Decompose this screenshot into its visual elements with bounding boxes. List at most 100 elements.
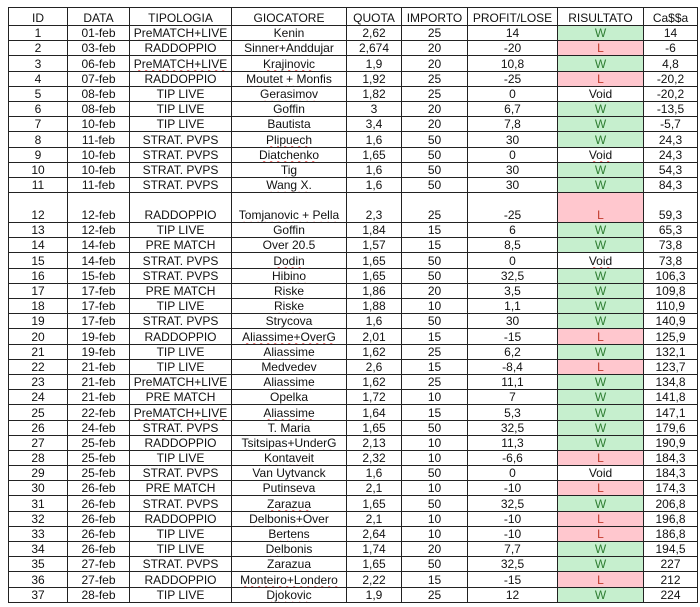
cell-data[interactable]: 24-feb: [67, 419, 130, 436]
cell-profit-lose[interactable]: 7: [467, 389, 558, 406]
cell-profit-lose[interactable]: 0: [467, 252, 558, 269]
cell-cassa[interactable]: 190,9: [643, 434, 698, 451]
cell-giocatore[interactable]: Wang X.: [231, 176, 347, 194]
cell-id[interactable]: 18: [8, 297, 68, 315]
cell-importo[interactable]: 10: [401, 297, 468, 315]
cell-tipologia[interactable]: STRAT. PVPS: [129, 176, 232, 194]
cell-importo[interactable]: 50: [401, 556, 468, 573]
cell-quota[interactable]: 1,9: [346, 586, 402, 603]
cell-tipologia[interactable]: PRE MATCH: [129, 480, 232, 497]
cell-risultato[interactable]: Void: [557, 85, 644, 102]
cell-id[interactable]: 33: [8, 525, 68, 543]
cell-quota[interactable]: 3,4: [346, 116, 402, 133]
cell-id[interactable]: 8: [8, 131, 68, 148]
cell-data[interactable]: 28-feb: [67, 586, 130, 603]
cell-risultato[interactable]: W: [557, 343, 644, 360]
cell-cassa[interactable]: 59,3: [643, 192, 698, 224]
cell-data[interactable]: 17-feb: [67, 297, 130, 315]
cell-id[interactable]: 9: [8, 146, 68, 163]
cell-giocatore[interactable]: Delbonis+Over: [231, 510, 347, 527]
cell-quota[interactable]: 1,86: [346, 282, 402, 300]
cell-profit-lose[interactable]: 32,5: [467, 419, 558, 436]
cell-giocatore[interactable]: Goffin: [231, 222, 347, 239]
cell-cassa[interactable]: 174,3: [643, 480, 698, 497]
cell-tipologia[interactable]: RADDOPPIO: [129, 328, 232, 345]
cell-data[interactable]: 22-feb: [67, 404, 130, 421]
cell-id[interactable]: 10: [8, 161, 68, 178]
cell-profit-lose[interactable]: -10: [467, 480, 558, 497]
cell-cassa[interactable]: -6: [643, 40, 698, 57]
cell-data[interactable]: 11-feb: [67, 131, 130, 148]
cell-cassa[interactable]: 73,8: [643, 237, 698, 254]
cell-id[interactable]: 34: [8, 540, 68, 558]
cell-importo[interactable]: 25: [401, 192, 468, 224]
cell-cassa[interactable]: 54,3: [643, 161, 698, 178]
cell-data[interactable]: 10-feb: [67, 116, 130, 133]
cell-importo[interactable]: 15: [401, 404, 468, 421]
cell-quota[interactable]: 2,01: [346, 328, 402, 345]
header-profit-lose[interactable]: PROFIT/LOSE: [467, 7, 558, 26]
cell-cassa[interactable]: 84,3: [643, 176, 698, 194]
cell-cassa[interactable]: 206,8: [643, 495, 698, 512]
cell-giocatore[interactable]: Medvedev: [231, 358, 347, 375]
cell-tipologia[interactable]: RADDOPPIO: [129, 510, 232, 527]
cell-id[interactable]: 17: [8, 282, 68, 300]
cell-profit-lose[interactable]: 6,2: [467, 343, 558, 360]
header-quota[interactable]: QUOTA: [346, 7, 402, 26]
cell-data[interactable]: 26-feb: [67, 480, 130, 497]
cell-data[interactable]: 26-feb: [67, 510, 130, 527]
cell-id[interactable]: 6: [8, 100, 68, 118]
cell-data[interactable]: 14-feb: [67, 252, 130, 269]
cell-profit-lose[interactable]: -6,6: [467, 449, 558, 467]
cell-quota[interactable]: 1,6: [346, 313, 402, 330]
cell-giocatore[interactable]: Zarazua: [231, 556, 347, 573]
cell-cassa[interactable]: 134,8: [643, 373, 698, 391]
cell-giocatore[interactable]: Goffin: [231, 100, 347, 118]
cell-importo[interactable]: 25: [401, 24, 468, 42]
cell-profit-lose[interactable]: -10: [467, 510, 558, 527]
cell-quota[interactable]: 2,674: [346, 40, 402, 57]
cell-profit-lose[interactable]: 6: [467, 222, 558, 239]
cell-giocatore[interactable]: Riske: [231, 282, 347, 300]
cell-risultato[interactable]: W: [557, 313, 644, 330]
cell-quota[interactable]: 1,9: [346, 55, 402, 72]
cell-cassa[interactable]: 184,3: [643, 465, 698, 482]
cell-data[interactable]: 26-feb: [67, 495, 130, 512]
cell-risultato[interactable]: W: [557, 161, 644, 178]
cell-tipologia[interactable]: PRE MATCH: [129, 282, 232, 300]
cell-giocatore[interactable]: Gerasimov: [231, 85, 347, 102]
cell-importo[interactable]: 50: [401, 131, 468, 148]
cell-profit-lose[interactable]: 12: [467, 586, 558, 603]
cell-giocatore[interactable]: Krajinovic: [231, 55, 347, 72]
cell-profit-lose[interactable]: 30: [467, 161, 558, 178]
cell-profit-lose[interactable]: 10,8: [467, 55, 558, 72]
header-data[interactable]: DATA: [67, 7, 130, 26]
cell-tipologia[interactable]: STRAT. PVPS: [129, 556, 232, 573]
cell-id[interactable]: 25: [8, 404, 68, 421]
cell-importo[interactable]: 10: [401, 510, 468, 527]
cell-importo[interactable]: 10: [401, 480, 468, 497]
cell-id[interactable]: 29: [8, 465, 68, 482]
cell-id[interactable]: 14: [8, 237, 68, 254]
cell-tipologia[interactable]: TIP LIVE: [129, 358, 232, 375]
cell-cassa[interactable]: 106,3: [643, 267, 698, 284]
cell-importo[interactable]: 50: [401, 419, 468, 436]
cell-giocatore[interactable]: Bautista: [231, 116, 347, 133]
cell-importo[interactable]: 25: [401, 586, 468, 603]
header-importo[interactable]: IMPORTO: [401, 7, 468, 26]
cell-data[interactable]: 25-feb: [67, 449, 130, 467]
cell-tipologia[interactable]: TIP LIVE: [129, 525, 232, 543]
cell-cassa[interactable]: 196,8: [643, 510, 698, 527]
cell-quota[interactable]: 2,64: [346, 525, 402, 543]
cell-tipologia[interactable]: TIP LIVE: [129, 222, 232, 239]
cell-importo[interactable]: 50: [401, 267, 468, 284]
cell-profit-lose[interactable]: 7,7: [467, 540, 558, 558]
cell-risultato[interactable]: L: [557, 449, 644, 467]
cell-profit-lose[interactable]: 30: [467, 176, 558, 194]
cell-tipologia[interactable]: TIP LIVE: [129, 540, 232, 558]
cell-data[interactable]: 19-feb: [67, 343, 130, 360]
cell-importo[interactable]: 15: [401, 571, 468, 588]
cell-id[interactable]: 24: [8, 389, 68, 406]
cell-data[interactable]: 10-feb: [67, 161, 130, 178]
cell-risultato[interactable]: W: [557, 176, 644, 194]
